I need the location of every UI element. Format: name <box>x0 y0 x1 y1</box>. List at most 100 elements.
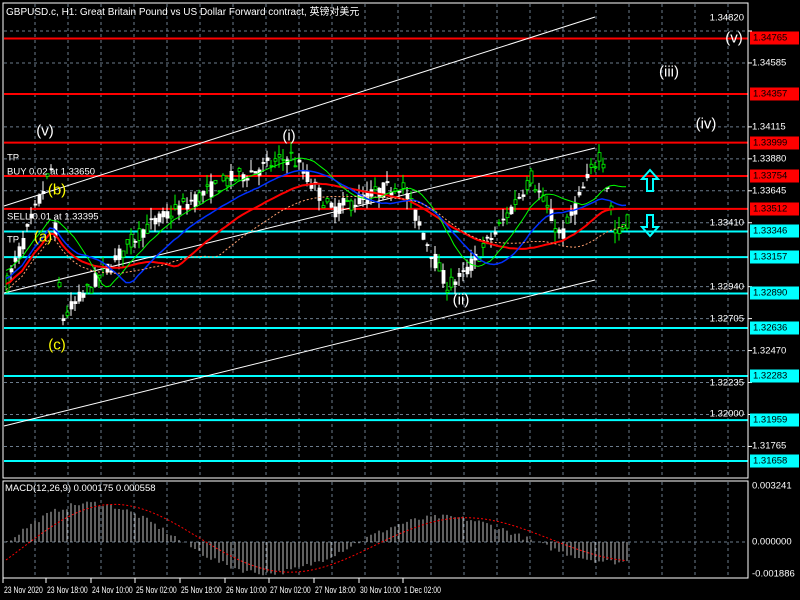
candle-body <box>117 248 122 260</box>
candle-body <box>245 178 250 181</box>
candle-body <box>221 174 226 182</box>
resistance-price-badge: 1.34765 <box>750 31 799 45</box>
candle-body <box>133 240 138 243</box>
arrow-down-icon <box>639 214 661 238</box>
time-label: 30 Nov 10:00 <box>360 585 401 596</box>
candle-body <box>445 289 450 293</box>
candle-body <box>189 199 194 202</box>
candle-body <box>553 228 558 233</box>
candle-body <box>73 301 78 304</box>
trade-label: TP <box>7 234 20 246</box>
candle-body <box>617 227 622 235</box>
price-tick-label: 1.32470 <box>752 345 787 357</box>
candle-body <box>533 189 538 192</box>
candle-body <box>601 163 606 169</box>
candle-body <box>321 205 326 209</box>
candle-body <box>297 159 302 163</box>
macd-label: MACD(12,26,9) 0.000175 0.000558 <box>5 483 156 494</box>
time-label: 25 Nov 18:00 <box>181 585 222 596</box>
candle-body <box>333 206 338 218</box>
candle-body <box>233 178 238 181</box>
candle-body <box>237 168 242 172</box>
channel-upper-line[interactable] <box>3 16 596 207</box>
price-tick-label: 1.33645 <box>752 185 787 197</box>
candle-body <box>481 243 486 248</box>
candle-body <box>173 204 178 209</box>
candle-body <box>269 164 274 167</box>
price-tick-label: 1.33880 <box>752 153 787 165</box>
candle-body <box>593 166 598 169</box>
ichimoku-cloud-edge <box>5 195 627 290</box>
candle-body <box>497 221 502 224</box>
candle-body <box>417 221 422 226</box>
candle-body <box>613 229 618 234</box>
ma-fast-line[interactable] <box>5 157 626 288</box>
candle-body <box>273 158 278 162</box>
candle-body <box>517 196 522 199</box>
candle-body <box>13 257 18 262</box>
candle-body <box>45 173 50 177</box>
candle-body <box>485 236 490 239</box>
candle-body <box>277 154 282 158</box>
ma-slow-line[interactable] <box>5 182 627 285</box>
frame <box>2 2 749 579</box>
candle-body <box>565 216 570 224</box>
support-price-badge: 1.33157 <box>750 250 799 264</box>
candle-body <box>169 215 174 219</box>
candle-body <box>193 194 198 207</box>
macd-tick-label: 0.000000 <box>752 536 792 548</box>
candle-body <box>37 194 42 204</box>
candle-body <box>341 198 346 206</box>
candle-body <box>197 192 202 202</box>
candle-body <box>537 190 542 193</box>
macd-signal-line <box>5 503 627 573</box>
candle-body <box>309 184 314 189</box>
candle-body <box>41 191 46 195</box>
candle-body <box>529 170 534 184</box>
candle-body <box>493 231 498 235</box>
candle-body <box>113 255 118 261</box>
candle-body <box>301 171 306 174</box>
price-tick-label: 1.32235 <box>709 377 744 389</box>
ma-mid-line[interactable] <box>5 169 627 284</box>
price-tick-label: 1.33410 <box>709 217 744 229</box>
candle-body <box>453 281 458 285</box>
wave-label: (c) <box>48 336 66 354</box>
wave-label: (ii) <box>452 291 470 309</box>
candle-body <box>49 168 54 171</box>
candle-body <box>437 262 442 272</box>
candle-body <box>329 202 334 208</box>
support-price-badge: 1.32890 <box>750 286 799 300</box>
candle-body <box>137 228 142 241</box>
candle-body <box>17 246 22 257</box>
resistance-price-badge: 1.33754 <box>750 169 799 183</box>
candle-body <box>521 194 526 197</box>
wave-label: (iii) <box>659 63 679 81</box>
candle-body <box>465 266 470 275</box>
candle-body <box>177 205 182 215</box>
support-price-badge: 1.31959 <box>750 413 799 427</box>
resistance-price-badge: 1.34357 <box>750 87 799 101</box>
arrows <box>639 168 661 238</box>
candle-body <box>33 203 38 206</box>
wave-label: (b) <box>47 181 67 199</box>
candle-body <box>569 211 574 216</box>
macd-tick-label: -0.001886 <box>752 568 795 580</box>
candle-body <box>93 273 98 287</box>
candle-body <box>69 301 74 310</box>
candle-body <box>421 232 426 240</box>
candle-body <box>505 212 510 218</box>
time-label: 1 Dec 02:00 <box>404 585 441 596</box>
candle-body <box>149 218 154 221</box>
arrow-up-icon <box>639 168 661 192</box>
candle-body <box>513 199 518 206</box>
candle-body <box>61 318 66 322</box>
candle-body <box>153 217 158 225</box>
time-label: 23 Nov 2020 <box>4 585 43 596</box>
candle-body <box>317 187 322 201</box>
channel-lower-line[interactable] <box>3 279 596 427</box>
candle-body <box>625 214 630 229</box>
price-tick-label: 1.34820 <box>709 12 744 24</box>
wave-label: (i) <box>282 127 296 145</box>
